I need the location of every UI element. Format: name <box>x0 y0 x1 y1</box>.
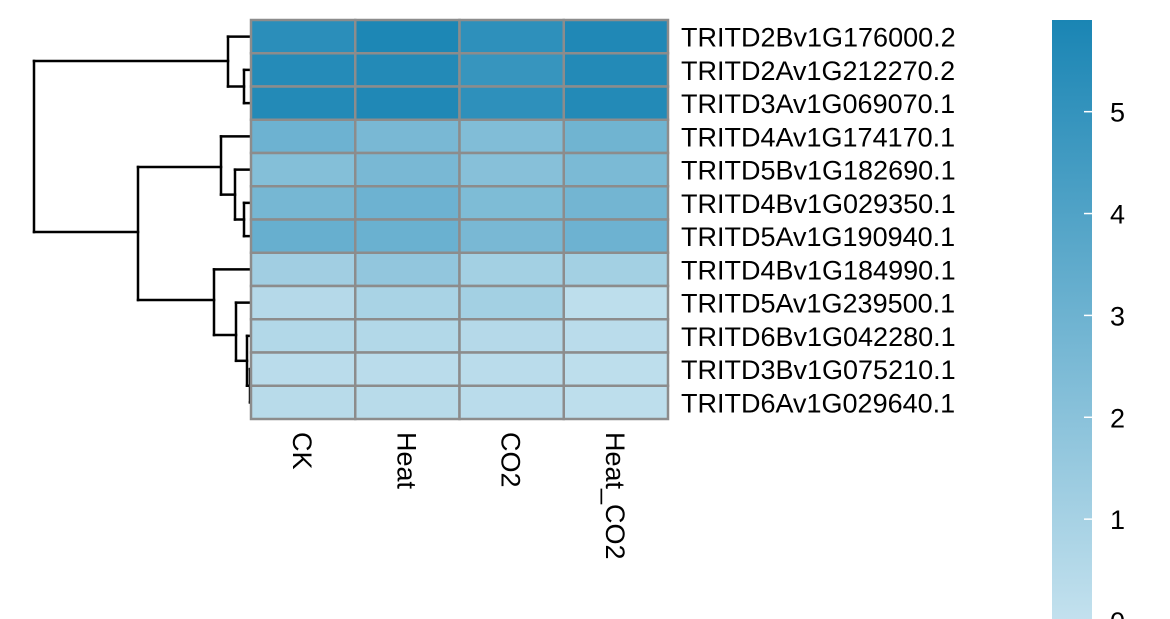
row-label: TRITD4Bv1G029350.1 <box>681 189 956 219</box>
heatmap-cell <box>458 318 565 354</box>
color-legend-tick-label: 1 <box>1110 505 1125 535</box>
column-label: CK <box>287 432 317 470</box>
color-legend-tick-label: 0 <box>1110 607 1125 619</box>
heatmap-cell <box>458 284 565 321</box>
heatmap-cell <box>354 185 461 221</box>
row-label: TRITD3Av1G069070.1 <box>681 89 955 119</box>
heatmap-cell <box>354 85 461 121</box>
heatmap-cell <box>354 384 461 421</box>
heatmap-cell <box>249 318 357 354</box>
heatmap-cell <box>354 318 461 354</box>
heatmap-cell <box>458 118 565 155</box>
heatmap-cell <box>249 151 357 188</box>
heatmap-cell <box>562 384 670 421</box>
row-label: TRITD2Av1G212270.2 <box>681 56 955 86</box>
heatmap-cell <box>354 251 461 288</box>
heatmap-cell <box>458 52 565 88</box>
heatmap-cell <box>249 384 357 421</box>
heatmap-cell <box>458 185 565 221</box>
heatmap-cell <box>354 284 461 321</box>
heatmap-cell <box>562 284 670 321</box>
heatmap-cell <box>249 218 357 254</box>
color-legend-tick-label: 3 <box>1110 301 1125 331</box>
heatmap-cell <box>458 151 565 188</box>
heatmap-cell <box>354 218 461 254</box>
color-legend: 0 1 2 3 4 5 <box>1052 20 1125 619</box>
heatmap-cell <box>458 251 565 288</box>
heatmap-cell <box>249 185 357 221</box>
row-label: TRITD6Bv1G042280.1 <box>681 322 956 352</box>
heatmap-cell <box>354 52 461 88</box>
color-legend-bar <box>1052 20 1092 619</box>
heatmap-cell <box>249 18 357 55</box>
heatmap-cell <box>562 118 670 155</box>
heatmap-cell <box>458 218 565 254</box>
heatmap-cell <box>562 185 670 221</box>
heatmap-cell <box>249 52 357 88</box>
heatmap-cells <box>249 18 670 421</box>
column-label: CO2 <box>496 432 526 488</box>
row-label: TRITD4Bv1G184990.1 <box>681 255 956 285</box>
row-label: TRITD4Av1G174170.1 <box>681 122 955 152</box>
heatmap-cell <box>562 251 670 288</box>
heatmap-cell <box>249 284 357 321</box>
heatmap-cell <box>249 251 357 288</box>
heatmap-cell <box>458 85 565 121</box>
row-label: TRITD6Av1G029640.1 <box>681 388 955 418</box>
heatmap-cell <box>249 351 357 387</box>
color-legend-tick-label: 4 <box>1110 200 1125 230</box>
row-label: TRITD5Av1G239500.1 <box>681 289 955 319</box>
heatmap-cell <box>458 351 565 387</box>
heatmap-cell <box>562 18 670 55</box>
column-label: Heat <box>391 432 421 490</box>
heatmap-cell <box>562 318 670 354</box>
heatmap-cell <box>458 18 565 55</box>
row-label: TRITD5Bv1G182690.1 <box>681 156 956 186</box>
color-legend-ticks: 0 1 2 3 4 5 <box>1084 98 1125 619</box>
column-labels: CK Heat CO2 Heat_CO2 <box>287 432 630 560</box>
heatmap-cell <box>354 18 461 55</box>
heatmap-cell <box>354 351 461 387</box>
heatmap-cell <box>458 384 565 421</box>
heatmap-cell <box>562 85 670 121</box>
heatmap-cell <box>562 151 670 188</box>
row-dendrogram <box>32 35 253 404</box>
heatmap-cell <box>249 118 357 155</box>
heatmap-cell <box>249 85 357 121</box>
heatmap-cell <box>354 118 461 155</box>
color-legend-tick-label: 2 <box>1110 403 1125 433</box>
heatmap-cell <box>562 351 670 387</box>
row-label: TRITD2Bv1G176000.2 <box>681 23 956 53</box>
row-label: TRITD3Bv1G075210.1 <box>681 355 956 385</box>
heatmap-cell <box>562 52 670 88</box>
heatmap-cell <box>562 218 670 254</box>
row-labels: TRITD2Bv1G176000.2TRITD2Av1G212270.2TRIT… <box>681 23 956 419</box>
color-legend-tick-label: 5 <box>1110 98 1125 128</box>
column-label: Heat_CO2 <box>600 432 630 560</box>
heatmap-cell <box>354 151 461 188</box>
row-label: TRITD5Av1G190940.1 <box>681 222 955 252</box>
